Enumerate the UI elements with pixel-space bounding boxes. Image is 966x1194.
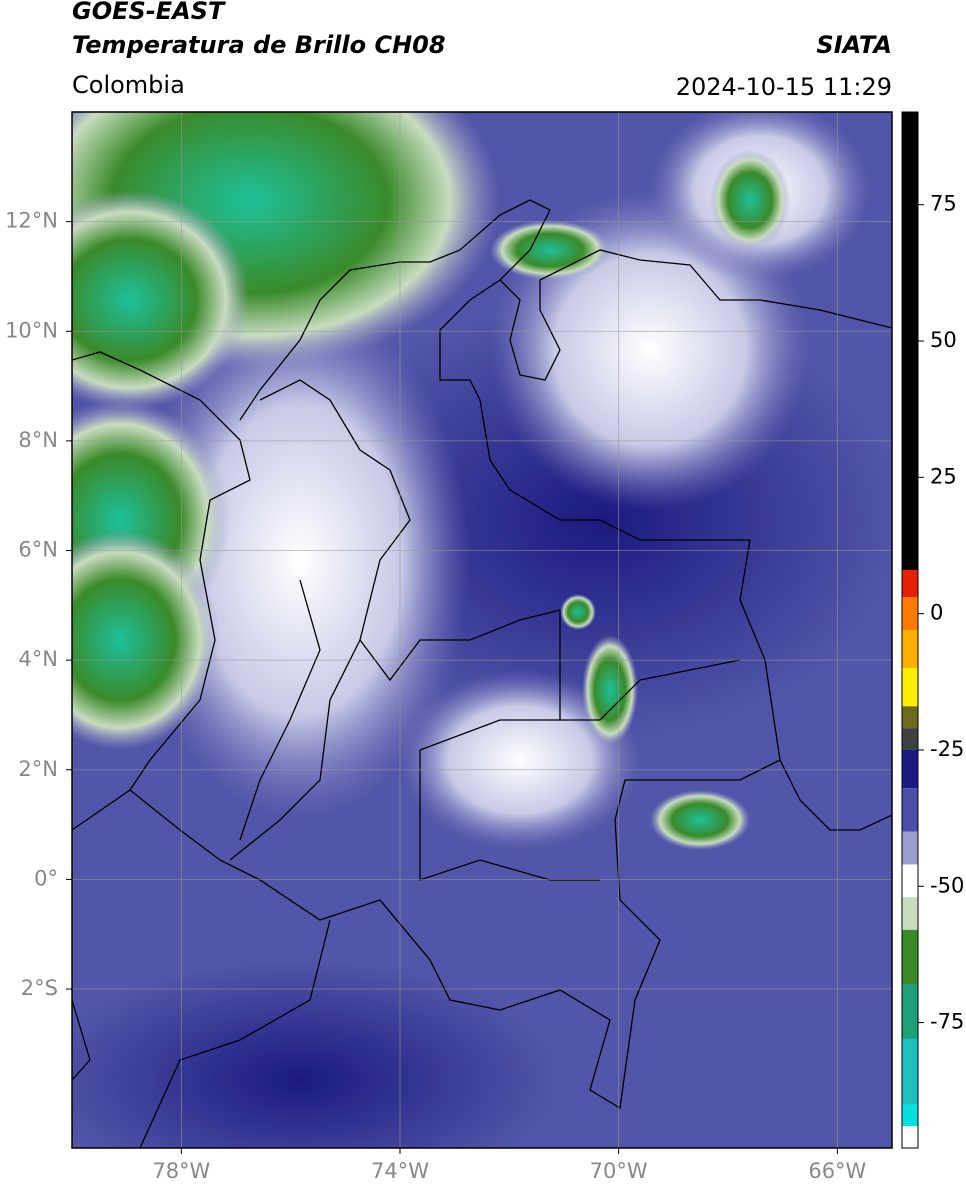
- colorbar-segment: [902, 1104, 918, 1127]
- colorbar-tick-label: -75: [930, 1010, 964, 1034]
- colorbar-tick-label: 75: [930, 192, 957, 216]
- colorbar-segment: [902, 864, 918, 898]
- colorbar-segment: [902, 788, 918, 832]
- map-frame: [71, 111, 893, 1149]
- cloud: [490, 220, 610, 280]
- cloud: [72, 190, 250, 410]
- y-tick-label: 8°N: [18, 428, 58, 452]
- satellite-image: [72, 112, 892, 1148]
- x-tick-label: 74°W: [371, 1159, 429, 1183]
- colorbar-segment: [902, 1038, 918, 1105]
- colorbar-segment: [902, 929, 918, 985]
- x-tick-label: 78°W: [152, 1159, 210, 1183]
- y-tick-label: 2°S: [21, 976, 58, 1000]
- colorbar-tick-label: -25: [930, 737, 964, 761]
- x-tick-label: 66°W: [808, 1159, 866, 1183]
- colorbar-segment: [902, 630, 918, 669]
- cloud: [400, 670, 640, 850]
- y-tick-label: 2°N: [18, 757, 58, 781]
- x-tick-label: 70°W: [590, 1159, 648, 1183]
- colorbar-segment: [902, 706, 918, 729]
- source: SIATA: [816, 31, 892, 59]
- cloud: [130, 300, 470, 820]
- cloud: [582, 635, 638, 745]
- y-tick-label: 6°N: [18, 538, 58, 562]
- y-tick-label: 4°N: [18, 647, 58, 671]
- y-tick-label: 0°: [34, 866, 58, 890]
- colorbar-segment: [902, 984, 918, 1039]
- timestamp: 2024-10-15 11:29: [676, 73, 892, 101]
- colorbar-segment: [902, 668, 918, 707]
- colorbar-segment: [902, 112, 918, 571]
- graticule: [72, 112, 892, 1148]
- colorbar-tick-label: 50: [930, 328, 957, 352]
- cloud: [710, 150, 790, 250]
- colorbar-tick-label: 0: [930, 601, 943, 625]
- y-tick-label: 12°N: [5, 209, 58, 233]
- cold-area: [72, 960, 560, 1148]
- borders: [72, 199, 892, 1148]
- colorbar-segment: [902, 597, 918, 630]
- colorbar-segment: [902, 1126, 918, 1148]
- colorbar-segment: [902, 831, 918, 865]
- colorbar-tick-label: -50: [930, 873, 964, 897]
- cloud: [560, 594, 596, 630]
- cloud: [72, 530, 220, 750]
- region: Colombia: [72, 71, 185, 99]
- y-tick-label: 10°N: [5, 318, 58, 342]
- cloud: [650, 790, 750, 850]
- colorbar-segment: [902, 570, 918, 598]
- colorbar-segment: [902, 728, 918, 750]
- colorbar-tick-label: 25: [930, 464, 957, 488]
- title: GOES-EAST: [72, 0, 226, 25]
- colorbar-frame: [901, 111, 919, 1149]
- colorbar-segment: [902, 897, 918, 930]
- subtitle: Temperatura de Brillo CH08: [72, 31, 446, 59]
- colorbar-segment: [902, 749, 918, 789]
